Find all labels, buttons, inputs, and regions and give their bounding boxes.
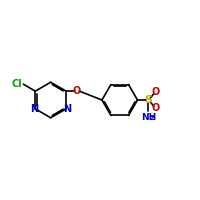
Text: N: N: [63, 104, 71, 114]
Text: 2: 2: [149, 115, 154, 121]
Text: N: N: [30, 104, 38, 114]
Text: O: O: [73, 86, 81, 96]
Text: O: O: [152, 87, 160, 97]
Text: Cl: Cl: [12, 79, 22, 89]
Text: S: S: [144, 95, 152, 105]
Text: O: O: [152, 103, 160, 113]
Text: NH: NH: [141, 113, 156, 122]
